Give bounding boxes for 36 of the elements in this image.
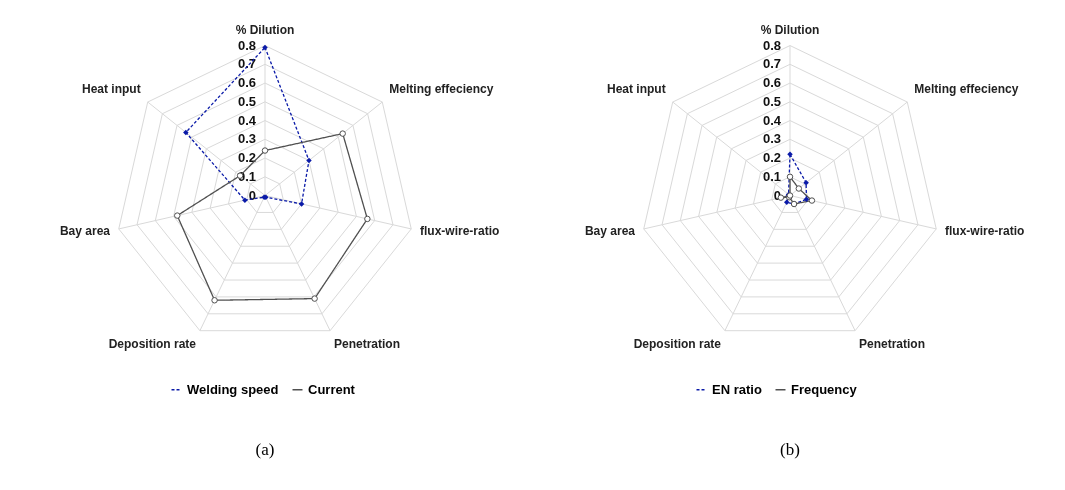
- y-tick-label: 0.2: [237, 150, 256, 166]
- spoke-label: Deposition rate: [633, 336, 722, 351]
- y-tick-label: 0.8: [237, 37, 256, 53]
- text: (a): [255, 440, 275, 459]
- y-tick-label: 0.6: [762, 75, 781, 91]
- spoke-label: flux-wire-ratio: [945, 223, 1025, 238]
- y-tick-label: 0.1: [762, 168, 781, 184]
- y-tick-label: 0.2: [762, 150, 781, 166]
- spoke-label: % Dilution: [760, 22, 820, 37]
- text: (b): [780, 440, 800, 459]
- y-tick-label: 0: [248, 187, 256, 203]
- legend-label: EN ratio: [712, 381, 762, 397]
- spoke-label: % Dilution: [235, 22, 295, 37]
- y-tick-label: 0.7: [762, 56, 781, 72]
- legend-label: Current: [308, 381, 356, 397]
- y-tick-label: 0.4: [762, 112, 782, 128]
- spoke-label: Heat input: [607, 82, 666, 97]
- y-tick-label: 0.5: [237, 93, 256, 109]
- spoke-label: Penetration: [858, 336, 925, 351]
- y-tick-label: 0.5: [762, 93, 781, 109]
- spoke-label: Deposition rate: [108, 336, 197, 351]
- y-tick-label: 0.3: [762, 131, 781, 147]
- y-tick-label: 0.8: [762, 37, 781, 53]
- legend-label: Welding speed: [187, 381, 279, 397]
- spoke-label: Bay area: [59, 223, 111, 238]
- legend-label: Frequency: [791, 381, 858, 397]
- y-tick-label: 0.7: [237, 56, 256, 72]
- spoke-label: Bay area: [584, 223, 636, 238]
- y-tick-label: 0.6: [237, 75, 256, 91]
- spoke-label: Heat input: [82, 82, 141, 97]
- spoke-label: Melting effeciency: [914, 82, 1019, 97]
- y-tick-label: 0.3: [237, 131, 256, 147]
- spoke-label: flux-wire-ratio: [420, 223, 500, 238]
- spoke-label: Penetration: [333, 336, 400, 351]
- spoke-label: Melting effeciency: [389, 82, 494, 97]
- y-tick-label: 0.4: [237, 112, 257, 128]
